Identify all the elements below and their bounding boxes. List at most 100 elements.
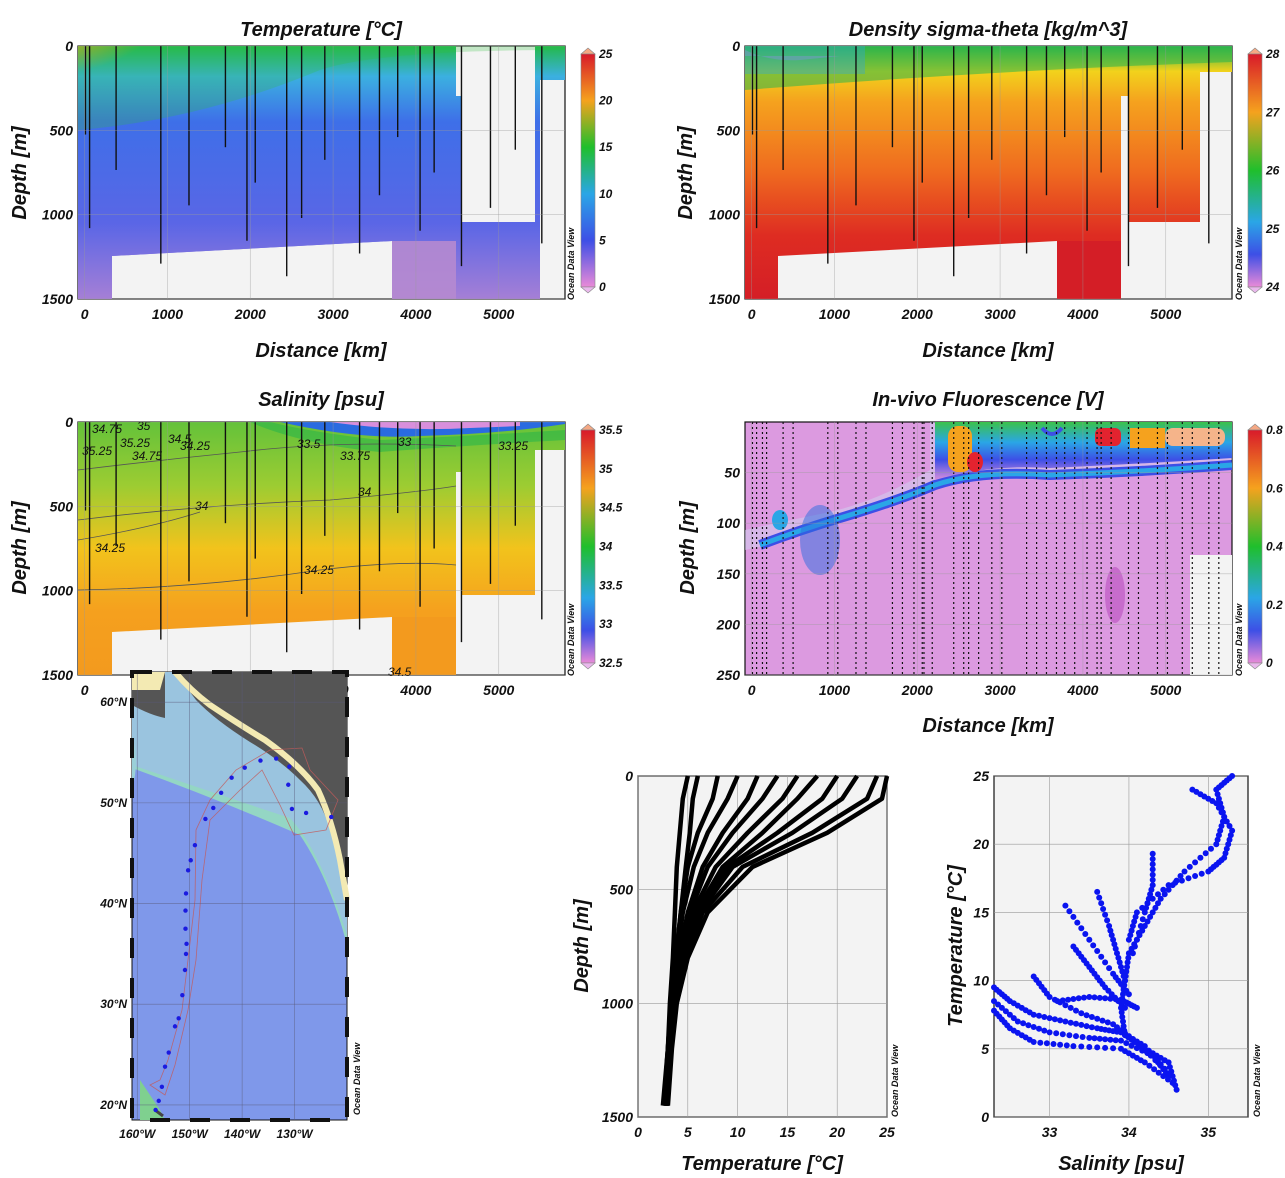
y-tick-label: 1000 xyxy=(42,583,73,599)
ts-scatter-points xyxy=(991,773,1236,1093)
ts-point xyxy=(1094,888,1101,895)
x-tick-label: 4000 xyxy=(399,682,431,698)
ts-point xyxy=(1078,1021,1085,1028)
ts-point xyxy=(1114,950,1120,957)
ts-point xyxy=(1229,827,1236,834)
ts-point xyxy=(1086,994,1093,1000)
x-tick-label: 2000 xyxy=(901,306,933,322)
lon-tick-label: 160°W xyxy=(119,1127,157,1141)
station-marker xyxy=(287,764,292,769)
ts-point xyxy=(1133,1045,1140,1052)
ts-point xyxy=(1059,1031,1066,1038)
ts-point xyxy=(1169,1079,1176,1086)
station-profile-lines xyxy=(84,422,543,653)
y-tick-label: 1500 xyxy=(42,291,73,307)
ts-point xyxy=(1128,927,1135,934)
ts-diagram-panel: 33 34 35 0 5 10 15 20 25 Salinity [psu] Temperat… xyxy=(945,768,1262,1175)
x-tick-label: 20 xyxy=(828,1124,845,1140)
ts-point xyxy=(1091,994,1098,1001)
ts-point xyxy=(1202,850,1209,857)
ts-point xyxy=(1063,1042,1070,1049)
ts-point xyxy=(1102,995,1109,1002)
ts-point xyxy=(1151,1066,1158,1073)
ts-point xyxy=(1165,886,1172,893)
x-tick-label: 3000 xyxy=(318,306,349,322)
ts-point xyxy=(1155,1069,1162,1076)
y-tick-label: 150 xyxy=(717,566,741,582)
ts-point xyxy=(1186,863,1193,870)
ts-point xyxy=(1051,1016,1058,1023)
odv-watermark: Ocean Data View xyxy=(566,603,576,676)
station-marker xyxy=(182,967,188,973)
ts-point xyxy=(1143,904,1150,911)
ts-point xyxy=(1213,800,1220,807)
ts-point xyxy=(1054,998,1061,1005)
ts-point xyxy=(1165,882,1172,889)
colorbar-tick-label: 35.5 xyxy=(599,423,623,437)
lat-tick-label: 60°N xyxy=(100,695,127,709)
ts-point xyxy=(1133,1039,1140,1045)
ts-point xyxy=(1099,1017,1106,1024)
temperature-profile-line xyxy=(665,775,890,1106)
ts-point xyxy=(1073,1007,1079,1014)
colorbar-tick-label: 25 xyxy=(598,47,613,61)
odv-watermark: Ocean Data View xyxy=(566,227,576,300)
temperature-section-panel: Temperature [°C] 0 1000 2000 3000 4000 500005… xyxy=(9,19,613,362)
colorbar-ramp xyxy=(1247,53,1263,288)
ts-point xyxy=(1157,1061,1163,1068)
ts-point xyxy=(1122,977,1128,984)
y-tick-label: 0 xyxy=(65,38,73,54)
ts-point xyxy=(1149,856,1156,862)
station-marker xyxy=(162,1064,168,1069)
salinity-ylabel: Depth [m] xyxy=(9,500,31,595)
ts-point xyxy=(1083,1023,1090,1030)
station-marker xyxy=(303,810,309,816)
colorbar-ramp xyxy=(1247,429,1263,664)
density-colorbar: 28 27 26 25 24 xyxy=(1247,47,1281,294)
y-tick-label: 15 xyxy=(973,904,989,920)
colorbar-tick-label: 24 xyxy=(1265,280,1280,294)
x-tick-label: 4000 xyxy=(399,306,431,322)
contour-label: 35 xyxy=(137,419,151,433)
ts-point xyxy=(1161,891,1168,898)
ts-point xyxy=(1120,973,1127,980)
ts-point xyxy=(1131,943,1138,950)
colorbar-tick-label: 0 xyxy=(599,280,606,294)
ts-point xyxy=(1115,954,1122,961)
ts-point xyxy=(1160,886,1167,893)
y-tick-label: 1000 xyxy=(42,207,73,223)
station-profile-lines xyxy=(751,46,1210,277)
station-marker xyxy=(153,1107,158,1113)
ts-point xyxy=(1112,945,1119,952)
contour-label: 35.25 xyxy=(82,444,112,458)
station-marker xyxy=(242,765,247,770)
ts-point xyxy=(1133,909,1140,916)
ts-point xyxy=(1177,873,1184,879)
ts-point xyxy=(1062,902,1069,909)
station-marker xyxy=(192,842,198,848)
y-tick-label: 0 xyxy=(732,38,740,54)
ts-point xyxy=(1120,1018,1126,1025)
y-tick-label: 1500 xyxy=(602,1109,633,1125)
ts-point xyxy=(1057,1041,1064,1048)
ts-point xyxy=(1214,836,1221,843)
y-tick-label: 1000 xyxy=(602,995,633,1011)
colorbar-tick-label: 33.5 xyxy=(599,578,623,592)
ts-point xyxy=(1221,813,1228,820)
ts-point xyxy=(1118,1009,1125,1016)
contour-label: 34 xyxy=(358,485,372,499)
ts-point xyxy=(1079,1034,1086,1040)
colorbar-tick-label: 28 xyxy=(1265,47,1280,61)
ts-point xyxy=(1081,994,1087,1001)
ts-point xyxy=(1208,845,1214,852)
ts-point xyxy=(1129,950,1136,957)
y-tick-label: 500 xyxy=(610,882,634,898)
x-tick-label: 3000 xyxy=(985,306,1016,322)
ts-point xyxy=(1110,936,1117,943)
contour-label: 34.25 xyxy=(180,439,210,453)
density-ylabel: Depth [m] xyxy=(675,125,697,220)
station-marker xyxy=(218,790,224,796)
ts-point xyxy=(1225,841,1232,848)
ts-point xyxy=(1098,953,1105,960)
ts-point xyxy=(998,1004,1005,1011)
